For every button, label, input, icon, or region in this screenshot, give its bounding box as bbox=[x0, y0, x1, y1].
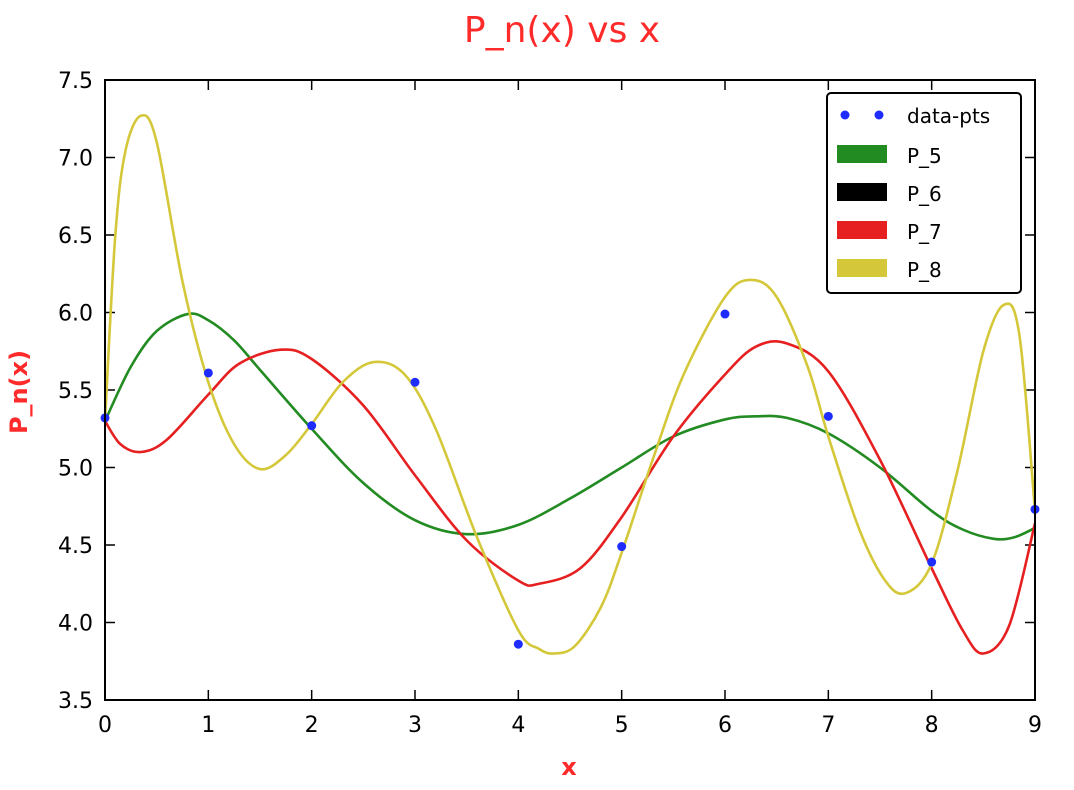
series-line-p-7 bbox=[105, 340, 1035, 655]
legend-label: P_7 bbox=[907, 220, 942, 244]
legend-swatch bbox=[837, 259, 887, 277]
y-tick-label: 4.0 bbox=[58, 612, 93, 637]
legend-marker-data-pts bbox=[840, 110, 850, 120]
x-tick-label: 2 bbox=[305, 713, 319, 738]
legend: data-pts P_5 P_6 P_7 P_8 bbox=[826, 92, 1022, 294]
legend-label-data-pts: data-pts bbox=[907, 104, 990, 128]
legend-box bbox=[826, 92, 1022, 294]
legend-swatch bbox=[837, 145, 887, 163]
legend-label: P_8 bbox=[907, 258, 942, 282]
series-line-p-5 bbox=[105, 312, 1035, 541]
data-point bbox=[203, 368, 213, 378]
x-tick-label: 1 bbox=[201, 713, 215, 738]
legend-swatch bbox=[837, 183, 887, 201]
y-tick-label: 4.5 bbox=[58, 534, 93, 559]
x-tick-label: 6 bbox=[718, 713, 732, 738]
chart-title: P_n(x) vs x bbox=[464, 10, 660, 51]
x-tick-label: 9 bbox=[1028, 713, 1042, 738]
data-point bbox=[617, 542, 627, 552]
x-tick-label: 0 bbox=[98, 713, 112, 738]
legend-label: P_5 bbox=[907, 144, 942, 168]
data-point bbox=[513, 639, 523, 649]
x-tick-label: 4 bbox=[511, 713, 525, 738]
series-line-p-8 bbox=[105, 113, 1035, 655]
y-tick-label: 5.5 bbox=[58, 379, 93, 404]
x-tick-label: 3 bbox=[408, 713, 422, 738]
y-tick-label: 7.5 bbox=[58, 69, 93, 94]
x-tick-label: 8 bbox=[925, 713, 939, 738]
y-tick-label: 6.5 bbox=[58, 224, 93, 249]
y-tick-label: 6.0 bbox=[58, 302, 93, 327]
axes: 0 1 2 3 4 5 6 7 8 9 3.5 4.0 4.5 5.0 5.5 6.0 6.5 7.0 7.5 bbox=[58, 69, 1042, 738]
data-point bbox=[927, 557, 937, 567]
y-tick-label: 3.5 bbox=[58, 689, 93, 714]
legend-marker-data-pts bbox=[874, 110, 884, 120]
plot-frame bbox=[104, 79, 1036, 701]
legend-swatch bbox=[837, 221, 887, 239]
legend-label: P_6 bbox=[907, 182, 942, 206]
data-point bbox=[720, 309, 730, 319]
x-tick-label: 5 bbox=[615, 713, 629, 738]
data-point bbox=[410, 377, 420, 387]
plot-area bbox=[100, 113, 1040, 655]
y-tick-label: 5.0 bbox=[58, 457, 93, 482]
x-tick-label: 7 bbox=[821, 713, 835, 738]
data-point bbox=[823, 411, 833, 421]
y-tick-label: 7.0 bbox=[58, 147, 93, 172]
series-group bbox=[105, 113, 1035, 655]
x-axis-label: x bbox=[561, 753, 577, 781]
y-axis-label: P_n(x) bbox=[5, 350, 33, 434]
data-point bbox=[307, 421, 317, 431]
